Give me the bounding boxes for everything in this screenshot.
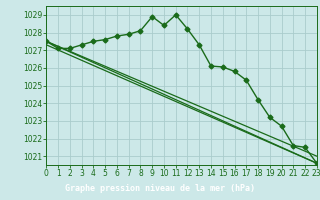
Text: Graphe pression niveau de la mer (hPa): Graphe pression niveau de la mer (hPa) xyxy=(65,184,255,193)
